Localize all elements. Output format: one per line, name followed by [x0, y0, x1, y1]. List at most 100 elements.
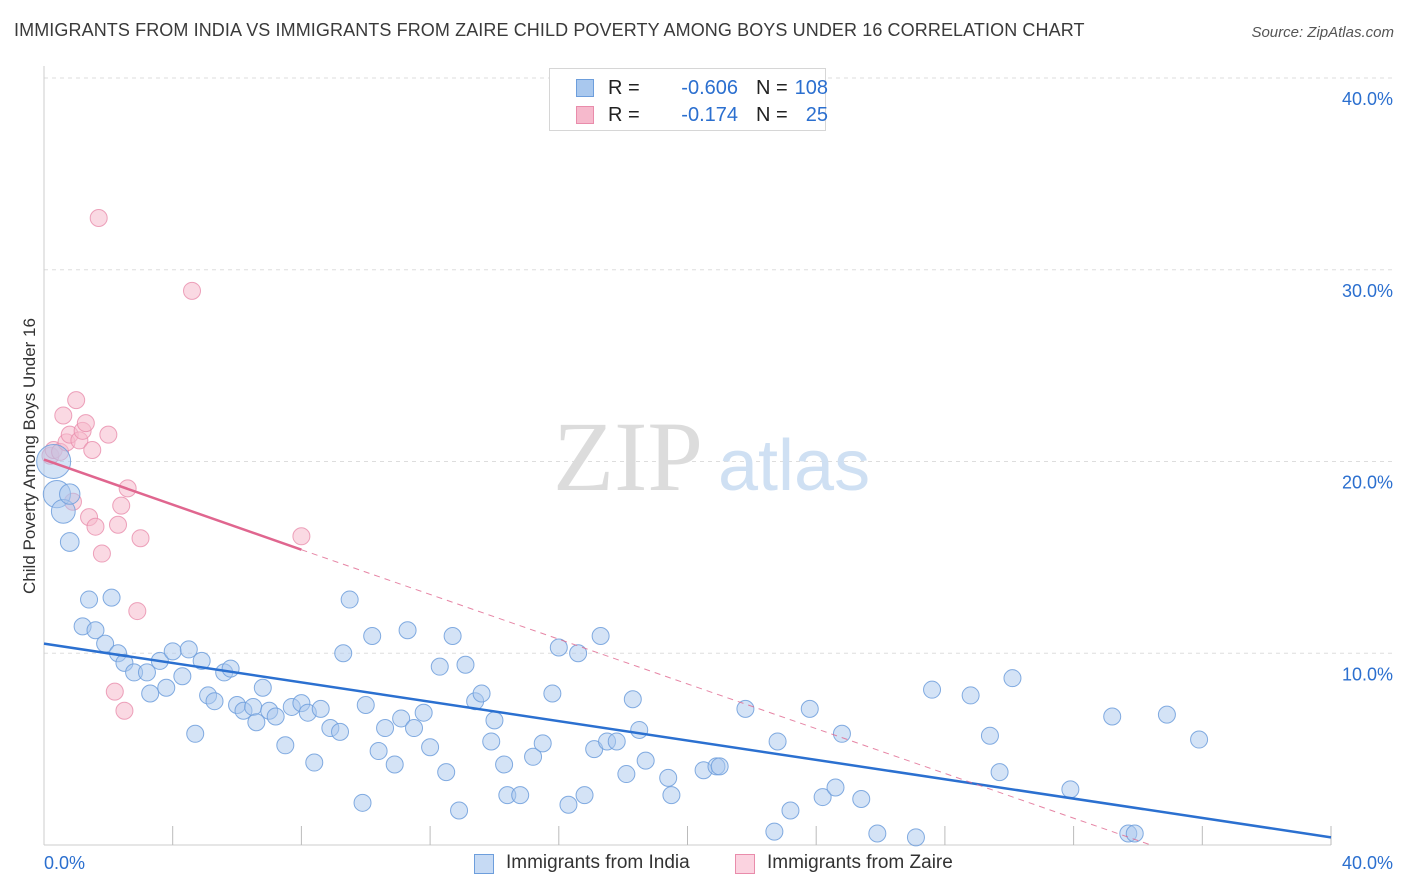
- india-point: [334, 644, 353, 663]
- zaire-r-value: -0.174: [681, 104, 738, 126]
- india-point: [305, 753, 324, 772]
- india-point: [1157, 705, 1176, 724]
- india-point: [765, 822, 784, 841]
- india-point: [710, 757, 729, 776]
- india-point: [437, 763, 456, 782]
- india-point: [482, 732, 501, 751]
- india-point: [623, 690, 642, 709]
- india-point: [205, 692, 224, 711]
- india-point: [221, 659, 240, 678]
- x-tick-label: 40.0%: [1342, 853, 1393, 873]
- watermark-zip: ZIP: [553, 401, 703, 512]
- india-point: [575, 786, 594, 805]
- india-point: [569, 644, 588, 663]
- india-point: [1125, 824, 1144, 843]
- india-point: [450, 801, 469, 820]
- india-point: [511, 786, 530, 805]
- y-tick-label: 40.0%: [1342, 89, 1393, 109]
- zaire-point: [92, 544, 111, 563]
- zaire-point: [54, 406, 73, 425]
- bottom-india-label: Immigrants from India: [506, 852, 690, 873]
- india-point: [414, 703, 433, 722]
- india-point: [543, 684, 562, 703]
- india-point: [353, 793, 372, 812]
- india-point: [800, 699, 819, 718]
- india-point: [524, 747, 543, 766]
- india-point: [990, 763, 1009, 782]
- india-point: [59, 483, 81, 505]
- india-point: [443, 626, 462, 645]
- india-point: [311, 699, 330, 718]
- watermark: ZIP atlas: [553, 401, 870, 512]
- y-tick-label: 30.0%: [1342, 281, 1393, 301]
- india-point: [980, 726, 999, 745]
- india-point: [549, 638, 568, 657]
- india-point: [356, 696, 375, 715]
- india-point: [157, 678, 176, 697]
- india-point: [906, 828, 925, 847]
- india-point: [826, 778, 845, 797]
- india-point: [173, 667, 192, 686]
- india-point: [533, 734, 552, 753]
- india-point: [36, 444, 72, 479]
- y-tick-labels: 10.0% 20.0% 30.0% 40.0%: [1342, 89, 1393, 684]
- y-axis-label: Child Poverty Among Boys Under 16: [20, 318, 39, 594]
- india-points: [36, 444, 1209, 847]
- chart-title: IMMIGRANTS FROM INDIA VS IMMIGRANTS FROM…: [14, 20, 1085, 40]
- zaire-n-label: N =: [756, 104, 788, 126]
- india-point: [636, 751, 655, 770]
- india-point: [736, 699, 755, 718]
- india-point: [1003, 669, 1022, 688]
- india-point: [340, 590, 359, 609]
- zaire-points: [41, 208, 311, 720]
- india-point: [266, 707, 285, 726]
- india-point: [244, 697, 263, 716]
- watermark-atlas: atlas: [718, 426, 870, 506]
- india-point: [385, 755, 404, 774]
- india-point: [398, 621, 417, 640]
- india-point: [923, 680, 942, 699]
- india-point: [86, 621, 105, 640]
- india-point: [421, 738, 440, 757]
- india-point: [659, 768, 678, 787]
- zaire-point: [128, 602, 147, 621]
- zaire-swatch: [576, 106, 594, 124]
- india-point: [485, 711, 504, 730]
- india-n-label: N =: [756, 77, 788, 99]
- zaire-r-label: R =: [608, 104, 640, 126]
- india-point: [276, 736, 295, 755]
- india-point: [813, 788, 832, 807]
- zaire-point: [89, 208, 108, 227]
- india-point: [456, 655, 475, 674]
- source-label: Source: ZipAtlas.com: [1251, 24, 1394, 41]
- india-point: [832, 724, 851, 743]
- x-tick-labels: 0.0% 40.0%: [44, 853, 1393, 873]
- zaire-point: [112, 496, 131, 515]
- india-point: [852, 789, 871, 808]
- india-point: [141, 684, 160, 703]
- india-point: [868, 824, 887, 843]
- india-n-value: 108: [794, 77, 828, 99]
- india-point: [392, 709, 411, 728]
- zaire-trend-line: [43, 458, 302, 551]
- india-swatch: [576, 79, 594, 97]
- zaire-point: [131, 529, 150, 548]
- india-trend-line: [43, 642, 1332, 839]
- india-point: [163, 642, 182, 661]
- bottom-zaire-label: Immigrants from Zaire: [767, 852, 953, 873]
- zaire-point: [115, 701, 134, 720]
- zaire-point: [292, 527, 311, 546]
- x-tick-label: 0.0%: [44, 853, 85, 873]
- zaire-point: [76, 414, 95, 433]
- india-point: [662, 786, 681, 805]
- india-point: [192, 651, 211, 670]
- india-point: [376, 719, 395, 738]
- india-point: [781, 801, 800, 820]
- india-point: [1061, 780, 1080, 799]
- india-point: [617, 765, 636, 784]
- india-point: [430, 657, 449, 676]
- bottom-india-swatch: [474, 854, 494, 874]
- india-point: [630, 720, 649, 739]
- zaire-point: [105, 682, 124, 701]
- india-point: [607, 732, 626, 751]
